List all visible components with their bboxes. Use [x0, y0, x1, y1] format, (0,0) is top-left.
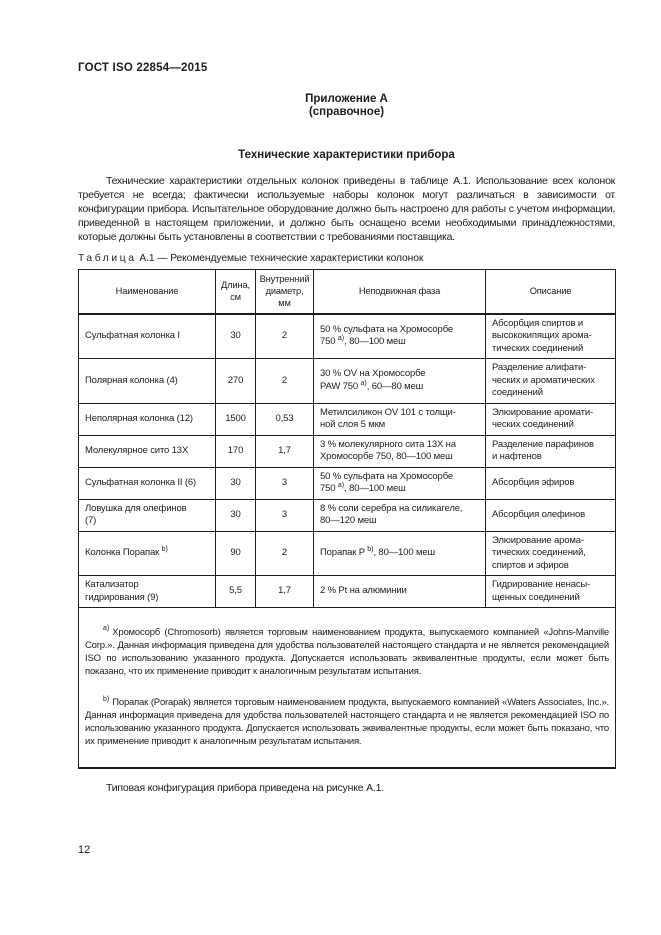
cell-column-name: Молекулярное сито 13X: [78, 434, 216, 468]
closing-paragraph: Типовая конфигурация прибора приведена н…: [106, 782, 384, 795]
footnote-marker: а): [337, 481, 345, 489]
footnote-marker: b): [367, 545, 374, 553]
cell-diameter: 3: [255, 498, 314, 532]
appendix-heading: Приложение А (справочное): [78, 93, 615, 119]
col-header-name: Наименование: [78, 269, 216, 315]
columns-spec-table: Наименование Длина, см Внутренний диамет…: [78, 269, 616, 770]
col-header-length: Длина, см: [215, 269, 256, 315]
footnote-marker: а): [337, 335, 345, 343]
cell-column-name: Неполярная колонка (12): [78, 402, 216, 436]
cell-description: Абсорбция спиртов и высококипящих арома-…: [485, 313, 616, 359]
cell-diameter: 1,7: [255, 434, 314, 468]
cell-column-name: Полярная колонка (4): [78, 358, 216, 404]
cell-length: 170: [215, 434, 256, 468]
intro-paragraph: Технические характеристики отдельных кол…: [78, 175, 615, 243]
table-caption-text: — Рекомендуемые технические характеристи…: [157, 253, 424, 264]
col-header-description: Описание: [485, 269, 616, 315]
cell-diameter: 2: [255, 530, 314, 576]
cell-length: 270: [215, 358, 256, 404]
cell-length: 30: [215, 466, 256, 500]
document-page: ГОСТ ISO 22854—2015 Приложение А (справо…: [78, 62, 616, 856]
table-footer: а) Хромосорб (Chromosorb) является торгов…: [78, 607, 616, 769]
appendix-title: Приложение А: [305, 93, 388, 105]
cell-column-name: Ловушка для олефинов (7): [78, 498, 216, 532]
footnote-a-marker: а): [103, 625, 110, 633]
table-row: Полярная колонка (4) 270 2 30 % OV на Хромо…: [78, 358, 616, 404]
footnote-marker: b): [161, 545, 168, 553]
table-footnotes-cell: а) Хромосорб (Chromosorb) является торгов…: [78, 607, 616, 769]
table-row: Катализатор гидрирования (9) 5,5 1,7 2 % Pt…: [78, 575, 616, 608]
cell-column-name: Катализатор гидрирования (9): [78, 575, 216, 608]
table-body: Сульфатная колонка I 30 2 50 % сульфата на …: [78, 313, 616, 608]
cell-length: 5,5: [215, 575, 256, 608]
footnote-b-marker: b): [103, 695, 110, 703]
cell-stationary-phase: 8 % соли серебра на силикагеле, 80—120 м…: [313, 498, 486, 532]
table-footnotes-row: а) Хромосорб (Chromosorb) является торгов…: [78, 607, 616, 769]
table-row: Ловушка для олефинов (7) 30 3 8 % соли сере…: [78, 498, 616, 532]
cell-column-name: Сульфатная колонка II (6): [78, 466, 216, 500]
cell-stationary-phase: 2 % Pt на алюминии: [313, 575, 486, 608]
cell-description: Разделение алифати- ческих и ароматическ…: [485, 358, 616, 404]
table-row: Молекулярное сито 13X 170 1,7 3 % молекуляр…: [78, 434, 616, 468]
table-row: Неполярная колонка (12) 1500 0,53 Метилсили…: [78, 402, 616, 436]
table-caption-word: Таблица: [78, 253, 137, 264]
cell-diameter: 0,53: [255, 402, 314, 436]
table-row: Сульфатная колонка I 30 2 50 % сульфата на …: [78, 313, 616, 359]
footnote-b-text: Порапак (Porapak) является торговым наим…: [85, 696, 609, 748]
cell-stationary-phase: Метилсиликон OV 101 с толщи- ной слоя 5 …: [313, 402, 486, 436]
cell-stationary-phase: Порапак P b), 80—100 меш: [313, 530, 486, 576]
appendix-type: (справочное): [308, 106, 385, 118]
cell-description: Элюирование арома- тических соединений, …: [485, 530, 616, 576]
cell-length: 1500: [215, 402, 256, 436]
table-caption-number: А.1: [139, 253, 155, 264]
cell-length: 30: [215, 313, 256, 359]
document-code: ГОСТ ISO 22854—2015: [78, 62, 208, 74]
cell-length: 90: [215, 530, 256, 576]
table-row: Колонка Порапак b) 90 2 Порапак P b), 80—10…: [78, 530, 616, 576]
cell-description: Гидрирование ненасы- щенных соединений: [485, 575, 616, 608]
cell-column-name: Сульфатная колонка I: [78, 313, 216, 359]
cell-stationary-phase: 30 % OV на Хромосорбе PAW 750 а), 60—80 …: [313, 358, 486, 404]
cell-diameter: 1,7: [255, 575, 314, 608]
table-footnote-a: а) Хромосорб (Chromosorb) является торгов…: [85, 625, 609, 679]
table-header-row: Наименование Длина, см Внутренний диамет…: [78, 269, 616, 315]
table-footnote-b: b) Порапак (Porapak) является торговым на…: [85, 696, 609, 749]
footnote-a-text: Хромосорб (Chromosorb) является торговым…: [85, 626, 609, 678]
table-caption: Таблица А.1 — Рекомендуемые технические …: [78, 253, 615, 264]
col-header-phase: Неподвижная фаза: [313, 269, 486, 315]
cell-description: Разделение парафинов и нафтенов: [485, 434, 616, 468]
table-header: Наименование Длина, см Внутренний диамет…: [78, 269, 616, 315]
section-title: Технические характеристики прибора: [238, 149, 455, 161]
cell-stationary-phase: 50 % сульфата на Хромосорбе 750 а), 80—1…: [313, 466, 486, 500]
col-header-diameter: Внутренний диаметр, мм: [255, 269, 314, 315]
cell-diameter: 3: [255, 466, 314, 500]
cell-stationary-phase: 3 % молекулярного сита 13X на Хромосорбе…: [313, 434, 486, 468]
cell-length: 30: [215, 498, 256, 532]
cell-column-name: Колонка Порапак b): [78, 530, 216, 576]
cell-diameter: 2: [255, 313, 314, 359]
page-number: 12: [78, 844, 91, 856]
cell-description: Абсорбция эфиров: [485, 466, 616, 500]
cell-stationary-phase: 50 % сульфата на Хромосорбе 750 а), 80—1…: [313, 313, 486, 359]
footnote-marker: а): [360, 379, 367, 387]
cell-description: Элюирование аромати- ческих соединений: [485, 402, 616, 436]
table-row: Сульфатная колонка II (6) 30 3 50 % сульфат…: [78, 466, 616, 500]
cell-diameter: 2: [255, 358, 314, 404]
cell-description: Абсорбция олефинов: [485, 498, 616, 532]
